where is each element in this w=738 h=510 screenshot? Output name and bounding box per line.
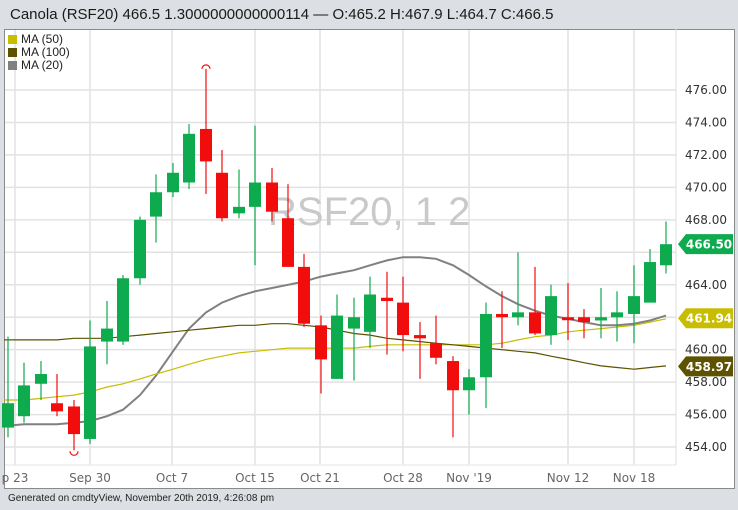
x-tick-label: Nov 18 — [613, 471, 656, 485]
ma50-swatch-icon — [8, 35, 17, 44]
candle — [364, 294, 376, 332]
y-tick-label: 468.00 — [685, 213, 727, 227]
candle — [545, 296, 557, 336]
generated-footer: Generated on cmdtyView, November 20th 20… — [8, 493, 275, 504]
candle — [266, 182, 278, 212]
legend-label: MA (100) — [21, 45, 70, 59]
chart-title: Canola (RSF20) 466.5 1.3000000000000114 … — [10, 6, 554, 23]
candle — [595, 317, 607, 321]
y-tick-label: 456.00 — [685, 408, 727, 422]
candle — [430, 343, 442, 358]
x-axis: p 23 Sep 30 Oct 7 Oct 15 Oct 21 Oct 28 Nov '19… — [2, 471, 656, 485]
candle — [150, 192, 162, 217]
candle — [315, 325, 327, 360]
candle — [348, 317, 360, 329]
x-tick-label: Nov 12 — [547, 471, 590, 485]
candle — [331, 315, 343, 379]
candle — [68, 406, 80, 435]
candle — [101, 328, 113, 342]
candle — [463, 377, 475, 391]
candle — [611, 312, 623, 318]
candle — [381, 297, 393, 301]
chart-frame[interactable] — [4, 29, 735, 489]
candle — [2, 403, 14, 428]
ma20-swatch-icon — [8, 61, 17, 70]
ma100-tag-label: 458.97 — [686, 360, 732, 374]
legend-item-ma50[interactable]: MA (50) — [8, 33, 70, 46]
ma100-tag — [678, 356, 733, 377]
y-tick-label: 476.00 — [685, 83, 727, 97]
ma50-tag — [678, 308, 733, 329]
candle — [51, 403, 63, 412]
candle — [167, 172, 179, 193]
x-tick-label: Oct 15 — [235, 471, 275, 485]
candlesticks — [2, 64, 672, 456]
legend-label: MA (20) — [21, 58, 64, 72]
ma50-tag-label: 461.94 — [686, 312, 732, 326]
candle — [216, 172, 228, 219]
y-tick-label: 470.00 — [685, 180, 727, 194]
y-tick-label: 460.00 — [685, 343, 727, 357]
candle — [512, 312, 524, 318]
candle — [249, 182, 261, 207]
last-price-tag-label: 466.50 — [686, 238, 732, 252]
x-tick-label: Oct 7 — [156, 471, 188, 485]
legend-item-ma100[interactable]: MA (100) — [8, 46, 70, 59]
legend: MA (50) MA (100) MA (20) — [8, 33, 70, 72]
candle — [644, 262, 656, 303]
price-tags: 466.50 461.94 458.97 — [678, 234, 733, 377]
y-axis: 476.00 474.00 472.00 470.00 468.00 464.00 460.… — [685, 83, 727, 454]
candle — [529, 312, 541, 334]
candle — [35, 374, 47, 384]
candle — [117, 278, 129, 342]
candle — [183, 133, 195, 183]
candle — [496, 313, 508, 318]
y-tick-label: 474.00 — [685, 115, 727, 129]
candle — [298, 266, 310, 324]
candle — [628, 296, 640, 314]
y-tick-label: 472.00 — [685, 148, 727, 162]
x-tick-label: Nov '19 — [446, 471, 492, 485]
x-tick-label: p 23 — [2, 471, 29, 485]
last-price-tag — [678, 234, 733, 255]
x-tick-label: Oct 28 — [383, 471, 423, 485]
candle — [447, 361, 459, 391]
legend-item-ma20[interactable]: MA (20) — [8, 59, 70, 72]
candle — [134, 219, 146, 279]
symbol-watermark: RSF20, 1 2 — [268, 190, 470, 234]
candle — [282, 218, 294, 267]
high-marker-icon — [201, 64, 211, 70]
candle — [414, 335, 426, 339]
candle — [660, 244, 672, 266]
candle — [397, 302, 409, 336]
low-marker-icon — [69, 451, 79, 456]
candle — [578, 317, 590, 323]
candle — [200, 128, 212, 162]
legend-label: MA (50) — [21, 32, 64, 46]
candle — [84, 346, 96, 439]
ma100-swatch-icon — [8, 48, 17, 57]
y-tick-label: 454.00 — [685, 440, 727, 454]
y-tick-label: 458.00 — [685, 375, 727, 389]
candle — [233, 206, 245, 214]
candle — [18, 385, 30, 417]
y-tick-label: 464.00 — [685, 278, 727, 292]
x-tick-label: Oct 21 — [300, 471, 340, 485]
candle — [562, 317, 574, 321]
grid-lines — [5, 30, 676, 466]
x-tick-label: Sep 30 — [69, 471, 111, 485]
candle — [480, 313, 492, 378]
